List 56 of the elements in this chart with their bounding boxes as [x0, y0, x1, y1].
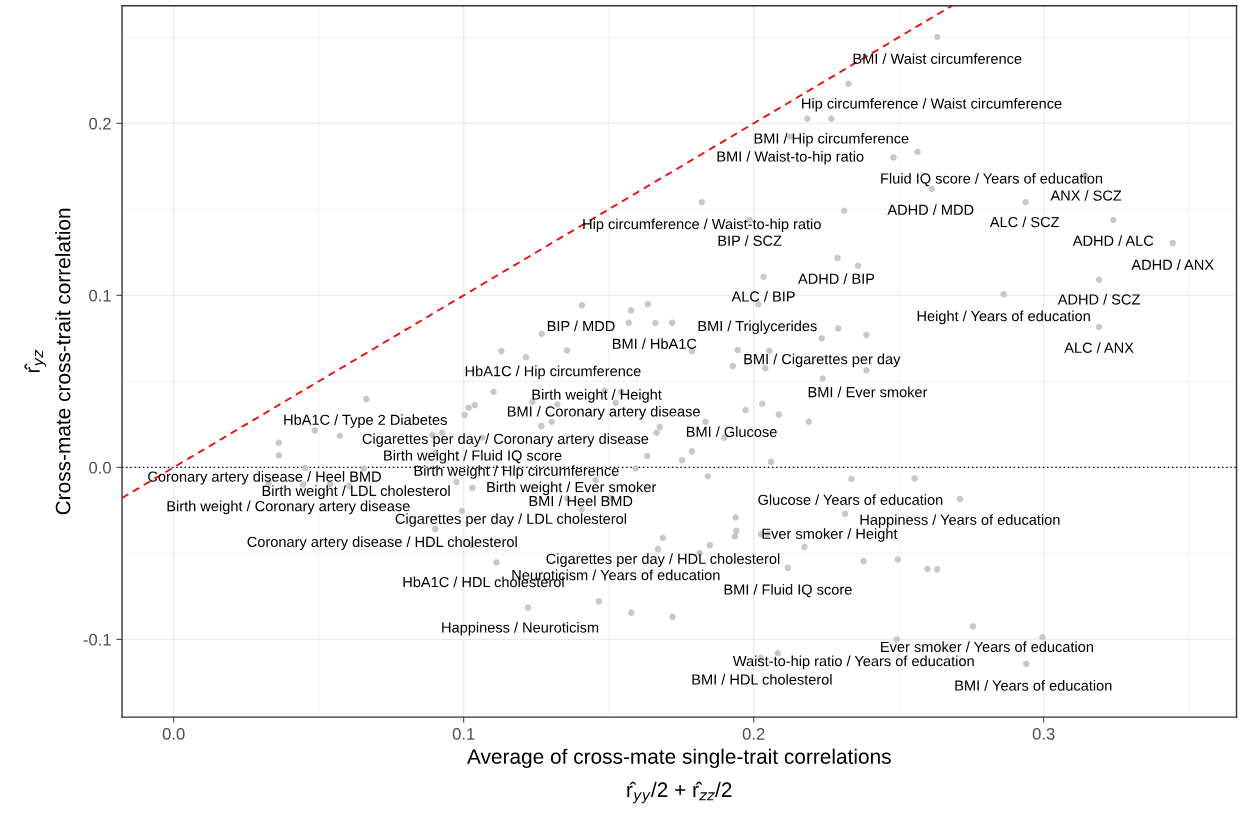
y-tick-label: 0.0	[89, 461, 111, 474]
annotation: ANX / SCZ	[1050, 190, 1122, 201]
annotation: ADHD / ALC	[1072, 235, 1154, 246]
annotation: Hip circumference / Waist circumference	[802, 97, 1062, 112]
annotation: ADHD / MDD	[887, 204, 974, 215]
annotation: BMI / Fluid IQ score	[724, 584, 852, 598]
annotation: Cigarettes per day / HDL cholesterol	[546, 553, 780, 567]
annotation: ADHD / BIP	[798, 273, 875, 284]
annotation: BMI / Ever smoker	[808, 386, 928, 398]
annotation: BMI / Waist-to-hip ratio	[717, 150, 864, 165]
annotation: ALC / ANX	[1064, 342, 1134, 353]
annotation: BIP / SCZ	[718, 235, 782, 246]
annotation: BMI / Hip circumference	[754, 132, 909, 147]
y-axis-title: r̂$_{yz}$ Cross-mate cross-trait correlation	[24, 208, 71, 515]
annotation: BMI / Triglycerides	[698, 320, 817, 335]
annotation: Glucose / Years of education	[758, 494, 943, 505]
annotation: BMI / Waist circumference	[853, 53, 1022, 64]
annotation: Height / Years of education	[917, 310, 1090, 325]
annotation: BMI / Coronary artery disease	[507, 405, 700, 420]
annotation: HbA1C / Hip circumference	[465, 365, 641, 380]
annotation: Coronary artery disease / Heel BMD	[148, 471, 381, 485]
x-tick-label: 0.1	[452, 727, 475, 740]
annotation: Birth weight / Height	[532, 389, 662, 403]
annotation: BMI / Years of education	[955, 680, 1112, 691]
annotation: Cigarettes per day / Coronary artery disease	[362, 433, 649, 447]
annotation: Cigarettes per day / LDL cholesterol	[395, 513, 627, 527]
x-tick-label: 0.0	[162, 727, 185, 740]
annotation: ADHD / SCZ	[1057, 293, 1140, 305]
annotation: Birth weight / Ever smoker	[487, 481, 657, 496]
y-tick-label: 0.2	[89, 117, 111, 130]
annotation: Birth weight / Fluid IQ score	[384, 449, 562, 464]
annotation: Waist-to-hip ratio / Years of education	[732, 655, 974, 670]
annotation: ALC / SCZ	[989, 216, 1060, 228]
annotation: Ever smoker / Height	[762, 528, 898, 542]
annotation: Birth weight / Hip circumference	[414, 465, 619, 479]
y-tick-label: 0.1	[89, 289, 111, 302]
annotation: BIP / MDD	[547, 320, 615, 332]
annotation: BMI / HbA1C	[613, 338, 697, 349]
x-axis-title: Average of cross-mate single-trait correlations r̂$_{yy}$/2 + r̂$_{zz}$/2	[467, 748, 891, 804]
annotation: Birth weight / LDL cholesterol	[262, 485, 450, 499]
annotation: BMI / HDL cholesterol	[692, 673, 832, 685]
annotation: Happiness / Neuroticism	[442, 621, 599, 636]
annotation: Fluid IQ score / Years of education	[881, 172, 1103, 187]
y-tick-label: -0.1	[83, 633, 111, 646]
annotation: BMI / Heel BMD	[529, 495, 633, 507]
annotation: ALC / BIP	[731, 290, 795, 302]
annotation: Hip circumference / Waist-to-hip ratio	[583, 218, 821, 233]
annotation: BMI / Cigarettes per day	[744, 353, 901, 368]
annotation: ADHD / ANX	[1131, 259, 1214, 270]
annotation: Coronary artery disease / HDL cholesterol	[247, 536, 517, 550]
annotation: Happiness / Years of education	[860, 514, 1060, 528]
x-tick-label: 0.2	[742, 727, 765, 740]
x-tick-label: 0.3	[1032, 727, 1055, 740]
annotation: Ever smoker / Years of education	[881, 641, 1093, 653]
annotation: HbA1C / Type 2 Diabetes	[284, 414, 447, 428]
annotation: BMI / Glucose	[686, 426, 777, 438]
